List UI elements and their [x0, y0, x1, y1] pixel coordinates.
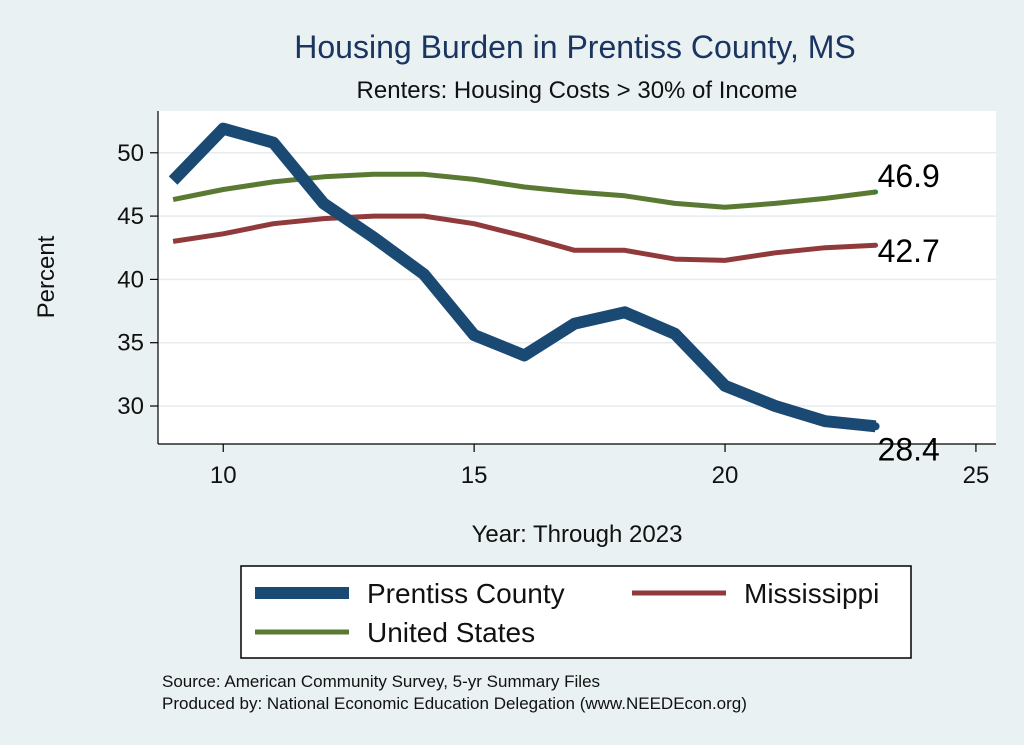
- end-label-prentiss-county: 28.4: [878, 431, 940, 467]
- legend-item-united-states: United States: [255, 617, 535, 648]
- series-end-point-mississippi: [873, 242, 879, 248]
- source-note: Source: American Community Survey, 5-yr …: [162, 672, 600, 691]
- x-tick-label-20: 20: [712, 462, 739, 489]
- x-axis-title: Year: Through 2023: [472, 521, 683, 548]
- y-axis-title: Percent: [33, 235, 60, 318]
- producer-note: Produced by: National Economic Education…: [162, 694, 747, 713]
- x-tick-label-25: 25: [963, 462, 990, 489]
- end-label-layer: 28.4 42.7 46.9: [878, 158, 940, 467]
- end-label-united-states: 46.9: [878, 158, 940, 194]
- legend-label-mississippi: Mississippi: [744, 578, 879, 609]
- chart-title: Housing Burden in Prentiss County, MS: [294, 29, 855, 65]
- y-tick-label-45: 45: [117, 203, 144, 230]
- y-tick-label-40: 40: [117, 266, 144, 293]
- series-end-point-united-states: [873, 189, 879, 195]
- legend-item-mississippi: Mississippi: [632, 578, 879, 609]
- y-tick-label-30: 30: [117, 393, 144, 420]
- series-layer: [168, 122, 880, 433]
- legend-label-prentiss-county: Prentiss County: [367, 578, 565, 609]
- x-tick-label-10: 10: [210, 462, 237, 489]
- series-line-prentiss-county: [168, 122, 877, 433]
- end-label-mississippi: 42.7: [878, 233, 940, 269]
- y-tick-label-35: 35: [117, 330, 144, 357]
- legend: Prentiss County Mississippi United State…: [240, 565, 912, 659]
- y-tick-label-50: 50: [117, 140, 144, 167]
- series-line-mississippi: [172, 213, 876, 263]
- series-end-point-prentiss-county: [871, 422, 880, 431]
- legend-label-united-states: United States: [367, 617, 535, 648]
- legend-item-prentiss-county: Prentiss County: [255, 578, 565, 609]
- grid-layer: [158, 152, 996, 407]
- series-line-united-states: [172, 171, 876, 210]
- chart-subtitle: Renters: Housing Costs > 30% of Income: [357, 77, 798, 104]
- axis-layer: 30 35 40 45 50 10 15 20 25: [117, 111, 996, 489]
- x-tick-label-15: 15: [461, 462, 488, 489]
- legend-box: [240, 565, 912, 659]
